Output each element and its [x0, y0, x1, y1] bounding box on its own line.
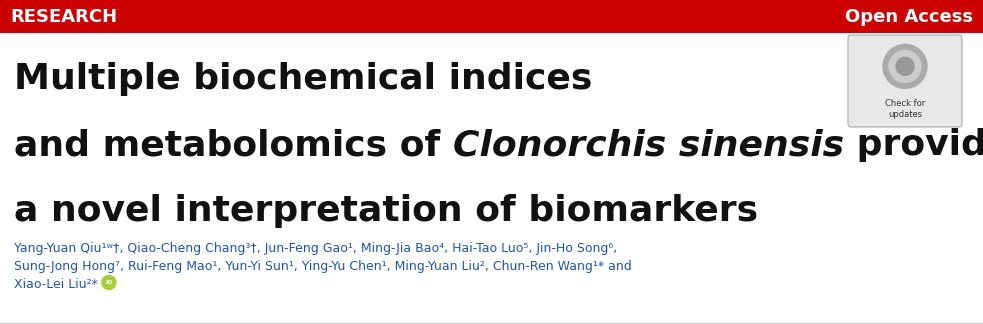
Text: Open Access: Open Access [845, 7, 973, 26]
Circle shape [889, 50, 921, 82]
Text: Sung-Jong Hong⁷, Rui-Feng Mao¹, Yun-Yi Sun¹, Ying-Yu Chen¹, Ming-Yuan Liu², Chun: Sung-Jong Hong⁷, Rui-Feng Mao¹, Yun-Yi S… [14, 260, 632, 273]
Circle shape [883, 44, 927, 88]
Text: Xiao-Lei Liu²*: Xiao-Lei Liu²* [14, 278, 98, 291]
Circle shape [102, 275, 116, 290]
FancyBboxPatch shape [0, 0, 983, 33]
Text: Yang-Yuan Qiu¹ʷ†, Qiao-Cheng Chang³†, Jun-Feng Gao¹, Ming-Jia Bao⁴, Hai-Tao Luo⁵: Yang-Yuan Qiu¹ʷ†, Qiao-Cheng Chang³†, Ju… [14, 242, 617, 255]
Text: Multiple biochemical indices: Multiple biochemical indices [14, 62, 593, 96]
Text: RESEARCH: RESEARCH [10, 7, 117, 26]
Text: and metabolomics of: and metabolomics of [14, 128, 453, 162]
Text: provide: provide [844, 128, 983, 162]
Text: Check for
updates: Check for updates [885, 99, 925, 120]
Text: Clonorchis sinensis: Clonorchis sinensis [453, 128, 844, 162]
Circle shape [896, 57, 914, 75]
FancyBboxPatch shape [848, 35, 962, 127]
Text: iD: iD [105, 280, 113, 285]
Text: a novel interpretation of biomarkers: a novel interpretation of biomarkers [14, 194, 758, 228]
